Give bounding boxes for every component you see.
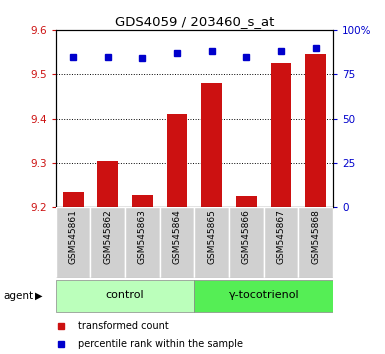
Text: γ-tocotrienol: γ-tocotrienol bbox=[228, 290, 299, 300]
Bar bbox=[305, 55, 326, 207]
Bar bbox=[90, 207, 125, 278]
Bar bbox=[236, 196, 257, 207]
Text: GSM545865: GSM545865 bbox=[207, 209, 216, 264]
Bar bbox=[125, 207, 160, 278]
Text: GSM545868: GSM545868 bbox=[311, 209, 320, 264]
Bar bbox=[271, 63, 291, 207]
Bar bbox=[167, 114, 187, 207]
Text: GSM545867: GSM545867 bbox=[276, 209, 286, 264]
Text: agent: agent bbox=[4, 291, 34, 301]
Text: GSM545861: GSM545861 bbox=[69, 209, 78, 264]
Text: GSM545866: GSM545866 bbox=[242, 209, 251, 264]
Text: percentile rank within the sample: percentile rank within the sample bbox=[78, 339, 243, 349]
Text: GSM545863: GSM545863 bbox=[138, 209, 147, 264]
Title: GDS4059 / 203460_s_at: GDS4059 / 203460_s_at bbox=[115, 15, 274, 28]
Bar bbox=[298, 207, 333, 278]
Bar bbox=[132, 195, 153, 207]
Bar bbox=[56, 280, 194, 312]
Text: GSM545864: GSM545864 bbox=[172, 209, 182, 264]
Bar bbox=[201, 83, 222, 207]
Bar bbox=[229, 207, 264, 278]
Text: transformed count: transformed count bbox=[78, 320, 169, 331]
Bar bbox=[63, 192, 84, 207]
Text: GSM545862: GSM545862 bbox=[103, 209, 112, 264]
Text: control: control bbox=[106, 290, 144, 300]
Bar bbox=[160, 207, 194, 278]
Bar bbox=[194, 207, 229, 278]
Bar bbox=[97, 161, 118, 207]
Bar bbox=[264, 207, 298, 278]
Bar bbox=[194, 280, 333, 312]
Text: ▶: ▶ bbox=[35, 291, 42, 301]
Bar bbox=[56, 207, 90, 278]
